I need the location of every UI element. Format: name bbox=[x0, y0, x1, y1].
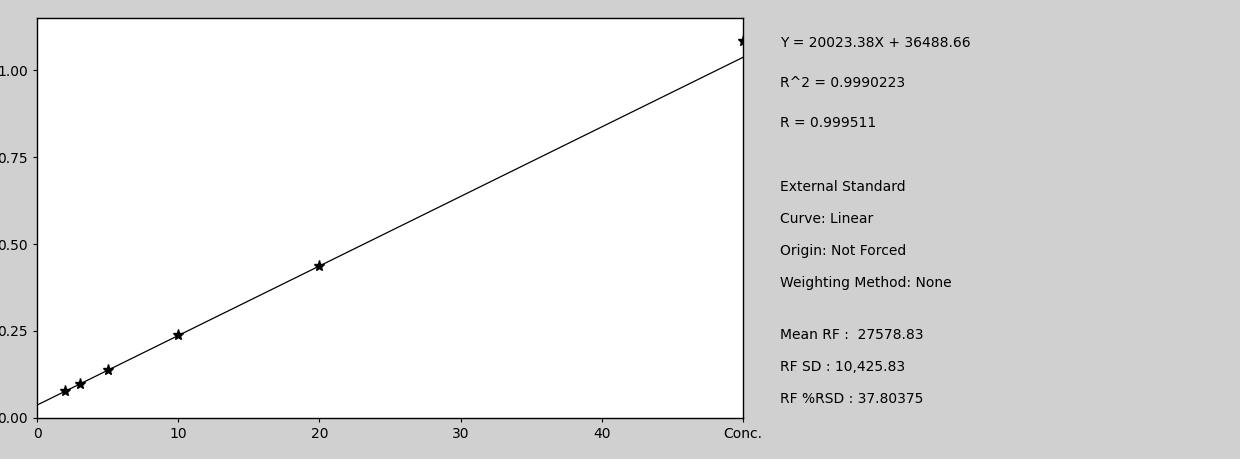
Text: Mean RF :  27578.83: Mean RF : 27578.83 bbox=[780, 328, 924, 342]
Text: R = 0.999511: R = 0.999511 bbox=[780, 116, 875, 130]
Text: Origin: Not Forced: Origin: Not Forced bbox=[780, 244, 906, 258]
Text: Curve: Linear: Curve: Linear bbox=[780, 212, 873, 226]
Text: Y = 20023.38X + 36488.66: Y = 20023.38X + 36488.66 bbox=[780, 36, 971, 50]
Text: RF SD : 10,425.83: RF SD : 10,425.83 bbox=[780, 360, 905, 374]
Text: Weighting Method: None: Weighting Method: None bbox=[780, 276, 951, 290]
Text: RF %RSD : 37.80375: RF %RSD : 37.80375 bbox=[780, 392, 923, 406]
Text: R^2 = 0.9990223: R^2 = 0.9990223 bbox=[780, 76, 905, 90]
Text: External Standard: External Standard bbox=[780, 180, 905, 194]
